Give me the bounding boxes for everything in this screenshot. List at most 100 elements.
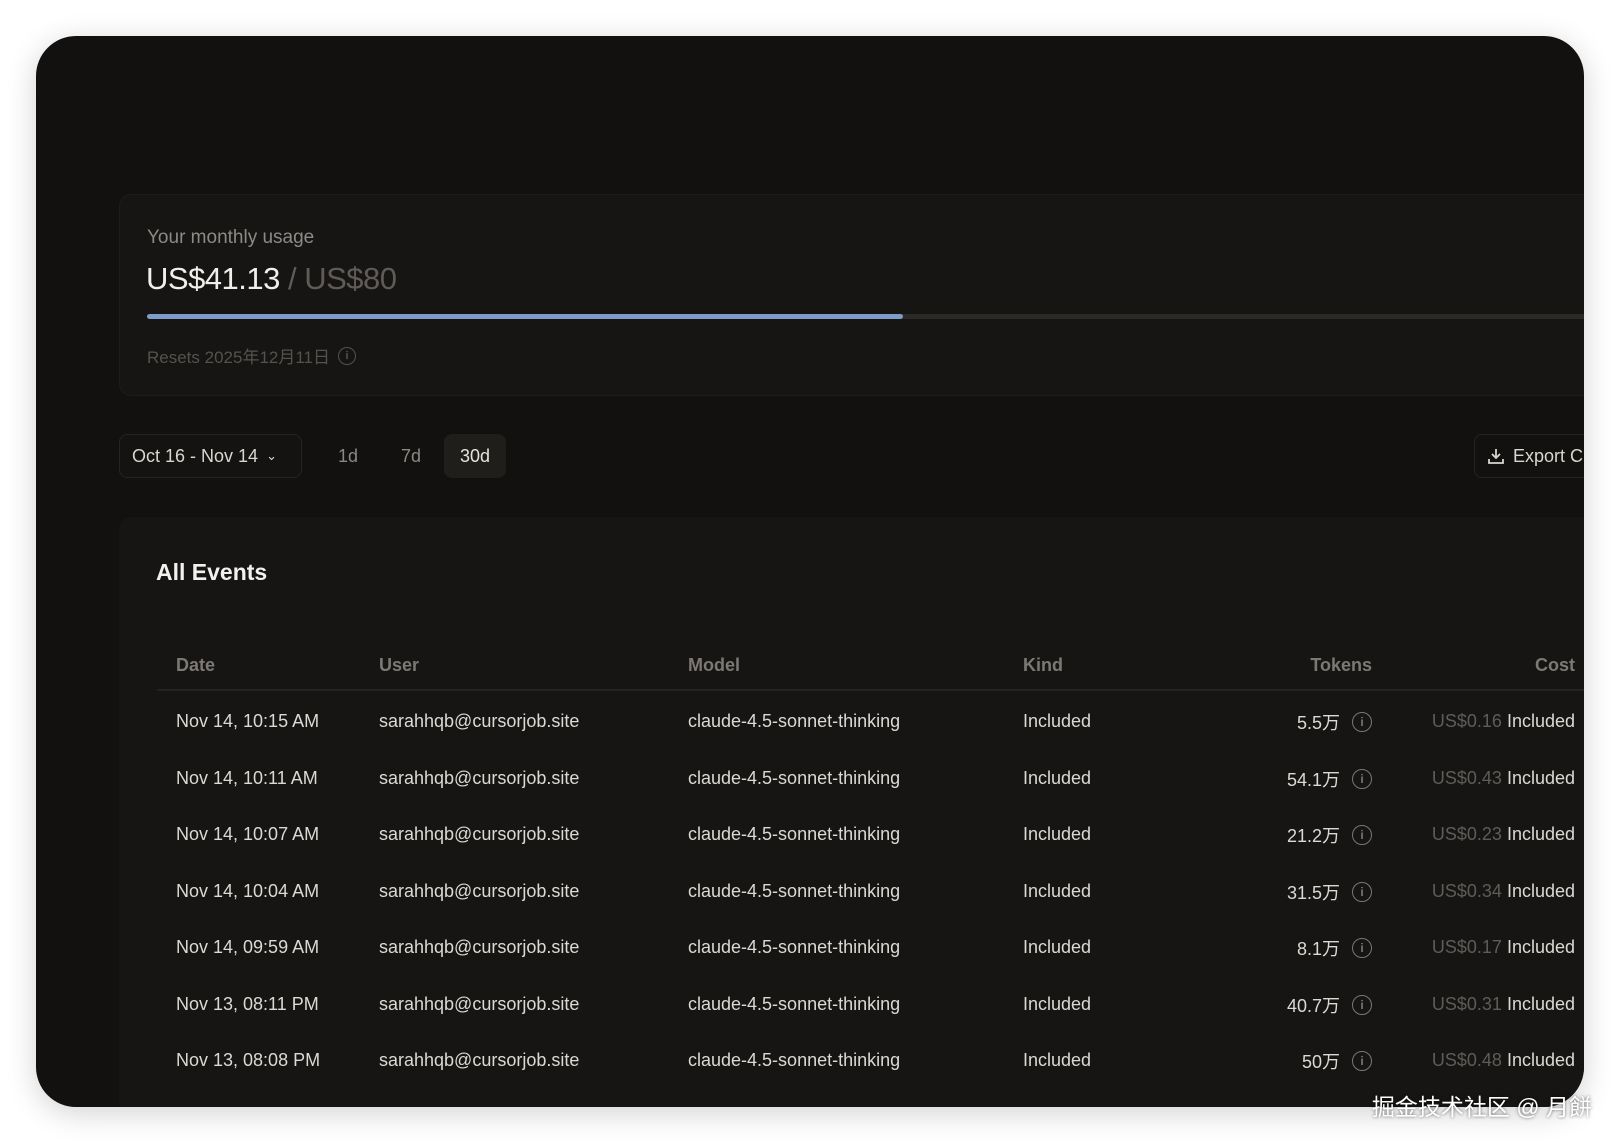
cost-status: Included bbox=[1506, 711, 1575, 731]
cost-status: Included bbox=[1506, 824, 1575, 844]
info-icon[interactable]: i bbox=[1352, 938, 1372, 958]
table-row[interactable]: Nov 13, 08:11 PM sarahhqb@cursorjob.site… bbox=[157, 984, 1584, 1024]
cell-date: Nov 14, 10:15 AM bbox=[176, 711, 320, 731]
cell-cost: US$0.16 Included bbox=[1432, 711, 1575, 732]
cell-kind: Included bbox=[1023, 824, 1092, 844]
cost-status: Included bbox=[1506, 993, 1575, 1014]
cost-status: Included bbox=[1506, 767, 1575, 788]
tokens-value: 5.5万 bbox=[1296, 713, 1340, 733]
cost-status: Included bbox=[1506, 880, 1575, 901]
col-model[interactable]: Model bbox=[688, 655, 740, 675]
range-7d-button[interactable]: 7d bbox=[400, 445, 422, 466]
cell-cost: US$0.31 Included bbox=[1432, 994, 1575, 1015]
cost-status: Included bbox=[1506, 1050, 1575, 1070]
cell-date: Nov 13, 08:11 PM bbox=[176, 993, 319, 1014]
download-icon bbox=[1488, 449, 1504, 464]
range-30d-button[interactable]: 30d bbox=[444, 434, 506, 478]
export-label: Export C bbox=[1513, 445, 1584, 466]
cell-date: Nov 13, 08:08 PM bbox=[176, 1050, 321, 1070]
info-icon[interactable]: i bbox=[1352, 1051, 1372, 1071]
cost-status: Included bbox=[1506, 937, 1575, 957]
col-kind[interactable]: Kind bbox=[1023, 655, 1063, 675]
reset-info: Resets 2025年12月11日 i bbox=[147, 343, 357, 368]
col-user[interactable]: User bbox=[379, 655, 420, 675]
usage-used: US$41.13 bbox=[146, 261, 280, 296]
table-row[interactable]: Nov 14, 10:11 AM sarahhqb@cursorjob.site… bbox=[157, 758, 1584, 798]
cell-kind: Included bbox=[1023, 880, 1092, 901]
usage-progress-fill bbox=[147, 314, 904, 319]
tokens-value: 50万 bbox=[1301, 1052, 1340, 1072]
cell-model: claude-4.5-sonnet-thinking bbox=[688, 937, 901, 957]
cell-cost: US$0.43 Included bbox=[1432, 768, 1575, 789]
cell-user: sarahhqb@cursorjob.site bbox=[379, 1050, 580, 1070]
cell-kind: Included bbox=[1023, 993, 1092, 1014]
info-icon[interactable]: i bbox=[1352, 768, 1372, 789]
cell-date: Nov 14, 10:07 AM bbox=[176, 824, 320, 844]
table-row[interactable]: Nov 14, 10:07 AM sarahhqb@cursorjob.site… bbox=[157, 814, 1584, 854]
info-icon[interactable]: i bbox=[1352, 825, 1372, 845]
cell-tokens: 40.7万 i bbox=[1287, 992, 1372, 1018]
app-window: Your monthly usage US$41.13 / US$80 Rese… bbox=[36, 36, 1584, 1107]
cell-user: sarahhqb@cursorjob.site bbox=[379, 880, 580, 901]
cell-date: Nov 14, 10:11 AM bbox=[176, 767, 318, 788]
date-range-label: Oct 16 - Nov 14 bbox=[132, 445, 259, 466]
cost-value: US$0.48 bbox=[1431, 1050, 1502, 1070]
cell-tokens: 5.5万 i bbox=[1297, 709, 1372, 735]
all-events-panel: All Events Date User Model Kind Tokens C… bbox=[119, 517, 1584, 1107]
cell-model: claude-4.5-sonnet-thinking bbox=[688, 711, 901, 731]
cell-user: sarahhqb@cursorjob.site bbox=[379, 937, 580, 957]
table-row[interactable]: Nov 13, 08:08 PM sarahhqb@cursorjob.site… bbox=[157, 1040, 1584, 1080]
tokens-value: 31.5万 bbox=[1286, 882, 1340, 903]
cell-user: sarahhqb@cursorjob.site bbox=[379, 824, 580, 844]
cell-user: sarahhqb@cursorjob.site bbox=[379, 993, 580, 1014]
cell-tokens: 31.5万 i bbox=[1287, 879, 1372, 905]
cell-kind: Included bbox=[1023, 767, 1092, 788]
tokens-value: 54.1万 bbox=[1286, 769, 1340, 790]
cell-cost: US$0.48 Included bbox=[1432, 1050, 1575, 1071]
cell-date: Nov 14, 09:59 AM bbox=[176, 937, 320, 957]
info-icon[interactable]: i bbox=[338, 346, 357, 365]
cell-user: sarahhqb@cursorjob.site bbox=[379, 767, 580, 788]
cell-model: claude-4.5-sonnet-thinking bbox=[688, 767, 901, 788]
cost-value: US$0.43 bbox=[1431, 767, 1502, 788]
monthly-usage-panel: Your monthly usage US$41.13 / US$80 Rese… bbox=[119, 194, 1584, 396]
table-row[interactable]: Nov 14, 10:04 AM sarahhqb@cursorjob.site… bbox=[157, 871, 1584, 911]
reset-date: Resets 2025年12月11日 bbox=[147, 348, 331, 367]
events-title: All Events bbox=[156, 559, 268, 585]
info-icon[interactable]: i bbox=[1352, 712, 1372, 732]
info-icon[interactable]: i bbox=[1352, 994, 1372, 1015]
table-row[interactable]: Nov 14, 09:59 AM sarahhqb@cursorjob.site… bbox=[157, 927, 1584, 967]
usage-label: Your monthly usage bbox=[147, 227, 315, 248]
cost-value: US$0.31 bbox=[1431, 993, 1502, 1014]
col-cost[interactable]: Cost bbox=[1535, 655, 1575, 675]
cost-value: US$0.16 bbox=[1431, 711, 1502, 731]
cell-cost: US$0.23 Included bbox=[1432, 824, 1575, 845]
cell-tokens: 8.1万 i bbox=[1297, 935, 1372, 961]
cell-kind: Included bbox=[1023, 1050, 1092, 1070]
cell-cost: US$0.34 Included bbox=[1432, 881, 1575, 902]
info-icon[interactable]: i bbox=[1352, 881, 1372, 902]
cell-tokens: 54.1万 i bbox=[1287, 766, 1372, 792]
usage-amount: US$41.13 / US$80 bbox=[146, 261, 397, 297]
tokens-value: 8.1万 bbox=[1296, 939, 1340, 959]
chevron-down-icon: ⌄ bbox=[266, 448, 277, 463]
usage-progress-bar bbox=[147, 314, 1584, 319]
tokens-value: 21.2万 bbox=[1286, 826, 1340, 846]
col-date[interactable]: Date bbox=[176, 655, 216, 675]
export-button[interactable]: Export C bbox=[1474, 434, 1584, 478]
cell-model: claude-4.5-sonnet-thinking bbox=[688, 824, 901, 844]
table-row[interactable]: Nov 14, 10:15 AM sarahhqb@cursorjob.site… bbox=[157, 701, 1584, 741]
date-range-picker[interactable]: Oct 16 - Nov 14 ⌄ bbox=[119, 434, 302, 478]
cost-value: US$0.17 bbox=[1431, 937, 1502, 957]
cell-kind: Included bbox=[1023, 711, 1092, 731]
cost-value: US$0.34 bbox=[1431, 880, 1502, 901]
cost-value: US$0.23 bbox=[1431, 824, 1502, 844]
usage-limit: / US$80 bbox=[288, 261, 397, 296]
cell-model: claude-4.5-sonnet-thinking bbox=[688, 993, 901, 1014]
cell-tokens: 21.2万 i bbox=[1287, 822, 1372, 848]
col-tokens[interactable]: Tokens bbox=[1310, 655, 1372, 675]
range-1d-button[interactable]: 1d bbox=[337, 445, 359, 466]
cell-model: claude-4.5-sonnet-thinking bbox=[688, 1050, 901, 1070]
tokens-value: 40.7万 bbox=[1286, 995, 1340, 1016]
cell-model: claude-4.5-sonnet-thinking bbox=[688, 880, 901, 901]
